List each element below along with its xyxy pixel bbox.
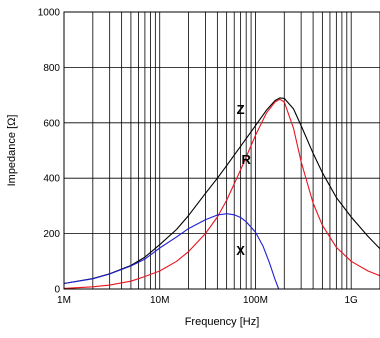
x-axis-title: Frequency [Hz]: [185, 316, 260, 328]
series-label-x: X: [236, 243, 245, 258]
series-labels: Z R X: [236, 102, 251, 258]
plot-frame: [63, 11, 380, 290]
grid-lines: [63, 11, 380, 290]
series-line-r: [63, 98, 380, 289]
x-tick-label: 1M: [57, 295, 71, 306]
series-label-r: R: [241, 152, 251, 167]
y-tick-label: 800: [43, 63, 60, 74]
series-line-z: [63, 97, 380, 285]
tick-labels: 1M 10M 100M 1G 0 200 400 600 800 1000: [38, 8, 358, 307]
y-tick-label: 0: [54, 285, 60, 296]
y-tick-label: 600: [43, 118, 60, 129]
series-label-z: Z: [237, 102, 245, 117]
y-axis-title: Impedance [Ω]: [6, 115, 18, 187]
y-tick-label: 200: [43, 229, 60, 240]
x-tick-label: 1G: [345, 295, 359, 306]
y-tick-label: 400: [43, 174, 60, 185]
series-line-x: [63, 213, 280, 290]
x-tick-label: 10M: [150, 295, 169, 306]
y-tick-label: 1000: [38, 8, 61, 19]
series-lines: [63, 97, 380, 290]
x-tick-label: 100M: [243, 295, 268, 306]
